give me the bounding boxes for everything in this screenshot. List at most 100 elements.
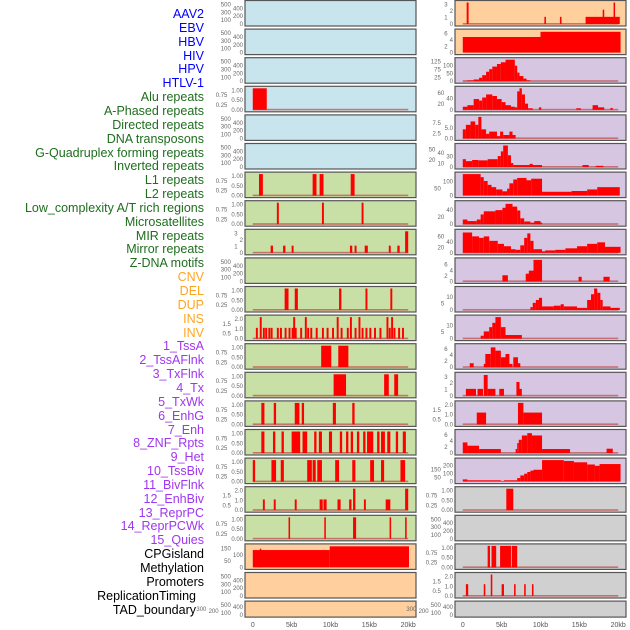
y-tick-label: 1 (444, 16, 448, 22)
data-bar (483, 584, 486, 596)
y-tick-label: 0.0 (445, 594, 454, 600)
panel-background (244, 571, 417, 599)
baseline-mark (252, 509, 409, 511)
track-panel: 0.000.250.500.751.00 (216, 200, 417, 228)
data-bar (492, 95, 497, 110)
y-tick-label: 0.00 (231, 308, 243, 314)
data-bar (505, 353, 510, 368)
y-tick-label: 0.00 (231, 108, 243, 114)
y-tick-label: 300 (221, 39, 232, 45)
data-bar (350, 431, 354, 453)
y-tick-label: 4 (450, 268, 454, 274)
data-bar (535, 299, 539, 310)
y-tick-label: 0.75 (216, 408, 228, 414)
data-bar (470, 121, 476, 139)
y-tick-label: 125 (431, 60, 442, 66)
y-tick-label: 300 (196, 607, 207, 613)
y-tick-label: 0.0 (235, 508, 244, 514)
data-bar (472, 159, 479, 167)
y-tick-label: 1.5 (222, 322, 231, 328)
data-bar (520, 245, 525, 253)
data-bar (515, 249, 521, 253)
data-bar (469, 363, 474, 368)
y-tick-label: 0 (240, 136, 244, 142)
data-bar (530, 240, 534, 253)
data-bar (538, 297, 543, 310)
track-panel: 0.000.250.500.751.00 (426, 486, 627, 514)
y-tick-label: 0.00 (441, 508, 453, 514)
y-tick-label: 0.25 (216, 475, 228, 481)
data-bar (495, 317, 501, 339)
data-bar (321, 327, 324, 339)
track-panel: 0.000.250.500.751.00 (216, 371, 417, 400)
data-bar (467, 105, 474, 110)
data-bar (462, 129, 466, 139)
y-tick-label: 200 (443, 529, 454, 535)
data-bar (472, 236, 480, 253)
data-bar (503, 480, 518, 482)
baseline-mark (462, 337, 619, 340)
data-bar (300, 327, 303, 339)
data-bar (501, 584, 504, 596)
baseline-mark (252, 194, 409, 197)
data-bar (302, 431, 308, 453)
baseline-mark (252, 537, 409, 540)
data-bar (336, 317, 339, 339)
y-tick-label: 6 (444, 433, 448, 439)
track-label: 5_TxWk (158, 394, 204, 409)
data-bar (480, 335, 484, 339)
data-bar (476, 412, 487, 425)
data-bar (477, 388, 483, 396)
y-tick-label: 7.5 (432, 121, 441, 127)
data-bar (489, 131, 497, 139)
track-label: 1_TssA (163, 339, 204, 354)
y-tick-label: 400 (233, 6, 244, 12)
data-bar (530, 307, 533, 310)
y-tick-label: 0 (240, 613, 244, 619)
data-bar (483, 211, 496, 225)
y-tick-label: 60 (438, 91, 445, 97)
data-bar (361, 202, 364, 225)
y-tick-label: 400 (233, 605, 244, 611)
data-bar (496, 189, 503, 196)
panel-background (244, 285, 417, 313)
baseline-mark (462, 366, 619, 368)
y-tick-label: 100 (221, 47, 232, 53)
data-bar (599, 464, 621, 482)
y-tick-label: 1.0 (235, 498, 244, 504)
data-bar (518, 439, 522, 453)
data-bar (486, 71, 490, 82)
data-bar (333, 374, 347, 396)
data-bar (386, 317, 389, 339)
panel-background (244, 257, 417, 284)
data-bar (517, 91, 520, 110)
y-tick-label: 1.00 (231, 374, 243, 380)
data-bar (487, 159, 498, 167)
panel-background (454, 514, 627, 542)
y-tick-label: 0 (450, 51, 454, 57)
track-label: 3_TxFlnk (152, 367, 204, 382)
y-tick-label: 300 (221, 10, 232, 16)
y-tick-label: 0.25 (426, 561, 438, 567)
data-bar (352, 460, 356, 482)
data-bar (483, 181, 488, 196)
data-bar (533, 469, 543, 482)
data-bar (559, 16, 562, 24)
data-bar (542, 251, 546, 253)
data-bar (500, 480, 504, 482)
data-bar (526, 180, 532, 196)
y-tick-label: 3 (444, 3, 448, 9)
y-tick-label: 0.5 (432, 418, 441, 424)
data-bar (527, 433, 532, 453)
data-bar (393, 327, 396, 339)
data-bar (314, 431, 317, 453)
data-bar (402, 431, 406, 453)
y-tick-label: 100 (443, 180, 454, 186)
baseline-mark (462, 80, 619, 82)
y-tick-label: 75 (434, 68, 441, 74)
y-tick-label: 10 (438, 161, 445, 167)
